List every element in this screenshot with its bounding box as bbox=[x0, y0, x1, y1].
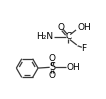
Text: H₂N: H₂N bbox=[36, 32, 54, 41]
Text: S: S bbox=[49, 62, 55, 72]
Text: C: C bbox=[65, 32, 71, 41]
Text: O: O bbox=[58, 23, 65, 32]
Text: F: F bbox=[81, 44, 86, 53]
Text: O: O bbox=[49, 54, 56, 63]
Text: O: O bbox=[49, 71, 56, 80]
Text: OH: OH bbox=[78, 23, 91, 32]
Text: OH: OH bbox=[67, 63, 80, 72]
